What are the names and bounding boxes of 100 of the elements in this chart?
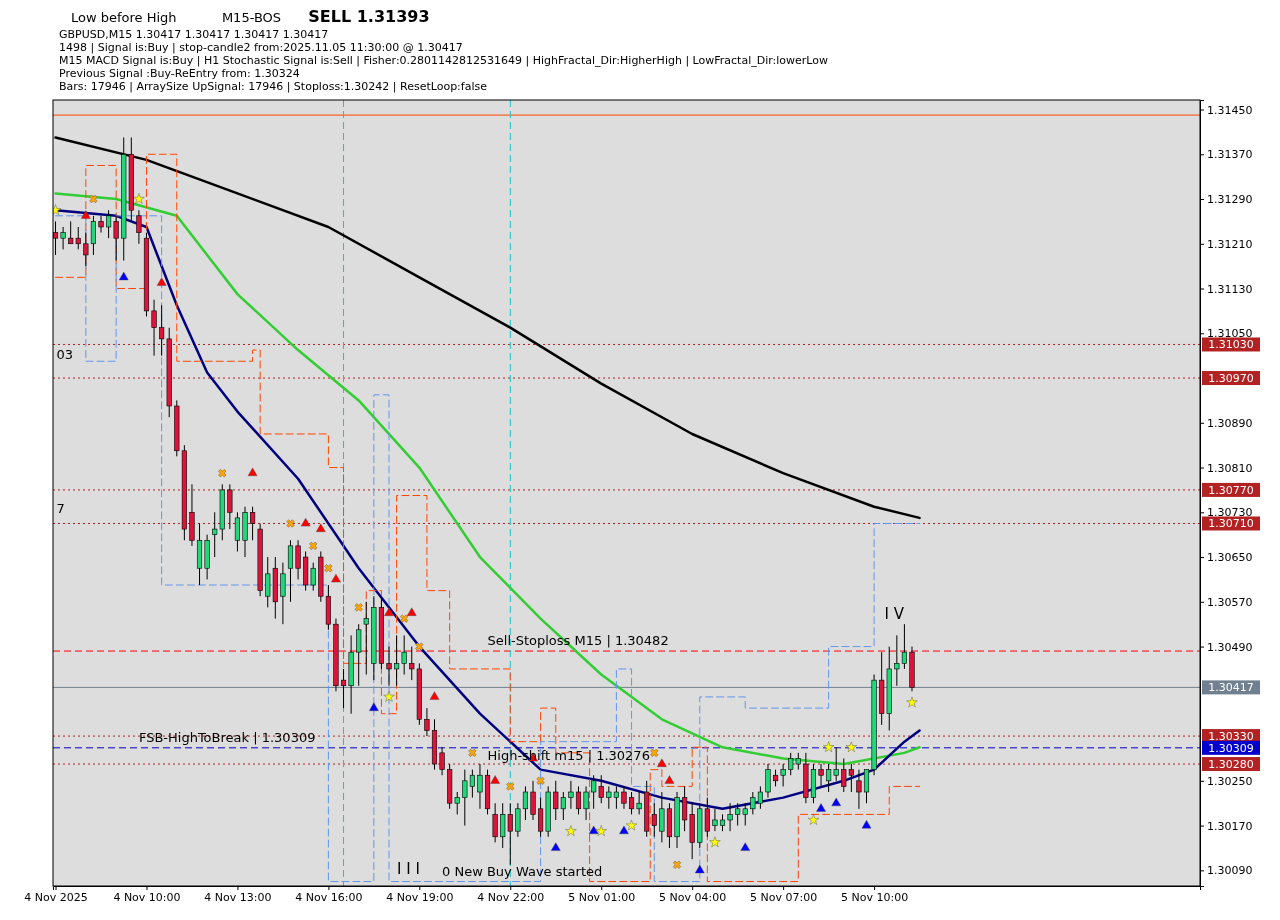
chart-title: GBPUSD,M15 1.30417 1.30417 1.30417 1.30417 [59,28,329,41]
point [695,864,705,874]
point [816,803,826,812]
y-tick-label: 1.31370 [1207,148,1253,162]
point [286,519,295,528]
candlestick [621,785,627,810]
point [316,523,326,532]
point [536,776,545,785]
point [740,842,750,851]
point [384,607,394,616]
candlestick [287,539,294,603]
ref-line-label: 1.30280 [1208,758,1254,772]
y-tick-label: 1.31290 [1207,193,1253,207]
x-tick-label: 5 Nov 04:00 [659,890,727,904]
y-tick-label: 1.31130 [1207,282,1253,296]
y-tick-label: 1.30810 [1207,461,1253,475]
point [831,797,841,807]
y-tick-label: 1.30730 [1207,506,1253,520]
y-tick-label: 1.30170 [1207,819,1253,833]
point [400,614,409,623]
annotation: 03 [56,347,73,363]
y-tick-label: 1.30490 [1207,640,1253,654]
x-tick-label: 4 Nov 13:00 [204,890,272,904]
ref-line-label: 1.30309 [1208,741,1254,755]
annotation: FSB-HighToBreak | 1.30309 [138,729,316,745]
point [354,603,363,612]
point [156,277,167,286]
y-tick-label: 1.30250 [1207,774,1253,788]
point [369,702,379,711]
x-tick-label: 4 Nov 19:00 [386,890,454,904]
x-tick-label: 5 Nov 07:00 [750,890,818,904]
candlestick [340,668,347,709]
point [490,775,500,784]
candlestick [575,785,582,815]
x-tick-label: 5 Nov 10:00 [841,890,909,904]
candlestick [136,209,142,245]
point [551,842,561,851]
point [331,573,341,583]
x-tick-label: 4 Nov 10:00 [113,890,181,904]
point [906,696,918,708]
text: M15-BOS [221,10,282,25]
candlestick [522,785,529,821]
x-tick-label: 4 Nov 2025 [24,890,88,904]
annotation: 7 [56,500,65,516]
point [861,820,872,829]
ref-line-label: 1.30330 [1208,730,1254,744]
point [415,642,424,651]
point [81,210,91,219]
ref-line-label: 1.30970 [1208,372,1254,386]
candlestick [863,769,870,804]
y-tick-label: 1.30570 [1207,595,1253,609]
point [429,691,440,700]
point [807,814,820,825]
candlestick [151,299,157,357]
point [468,748,477,757]
point [650,748,659,757]
point [664,775,675,784]
ref-line-label: 1.31030 [1208,338,1254,352]
y-tick-label: 1.31050 [1207,327,1253,341]
candlestick [250,506,256,541]
text: 1498 | Signal is:Buy | stop-candle2 from:2025.11.05 11:30:00 @ 1.30417 [59,41,463,54]
point [588,825,599,835]
ref-line-label: 1.30417 [1208,681,1254,695]
point [823,741,835,753]
text: Low before High [71,10,177,25]
candlestick [712,808,718,832]
candlestick [765,763,771,799]
candlestick [530,780,536,821]
candlestick [856,769,862,810]
point [657,758,667,767]
point [89,195,98,204]
annotation: I I I [397,860,420,879]
point [383,691,395,702]
candlestick [98,215,104,234]
text: SELL 1.31393 [308,7,430,26]
ref-line-label: 1.30710 [1208,517,1254,531]
candlestick [386,646,392,687]
x-tick-label: 4 Nov 22:00 [477,890,545,904]
text: Bars: 17946 | ArraySize UpSignal: 17946 | Stoploss:1.30242 | ResetLoop:false [59,80,488,93]
candlestick [628,791,635,815]
candlestick [515,802,521,838]
candlestick [477,763,483,810]
point [406,607,417,616]
candlestick [727,802,733,832]
x-tick-label: 5 Nov 01:00 [568,890,636,904]
x-tick-label: 4 Nov 16:00 [295,890,363,904]
point [595,825,607,836]
candlestick [439,746,445,776]
candlestick [492,802,498,843]
point [247,467,258,476]
point [845,741,857,753]
candlestick [280,562,286,625]
point [218,469,227,478]
point [300,518,311,527]
candlestick [363,601,369,676]
candlestick [424,707,430,737]
candlestick [583,785,589,821]
candlestick [295,539,301,580]
candlestick [234,511,240,552]
candlestick [356,623,362,687]
